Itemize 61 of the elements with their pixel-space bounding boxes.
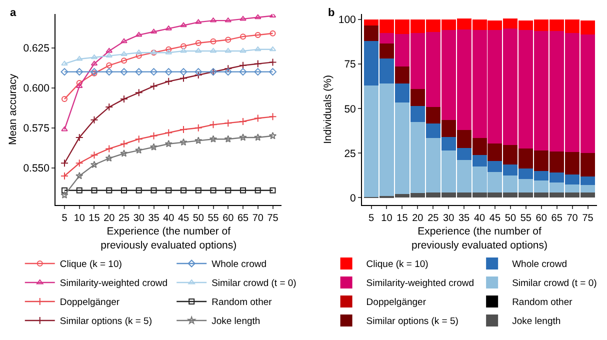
x-tick-label: 40	[163, 212, 175, 224]
x-tick-label: 20	[104, 212, 116, 224]
x-tick-label: 25	[118, 212, 130, 224]
chart-title: b	[328, 7, 335, 19]
legend-label: Similar options (k = 5)	[366, 316, 458, 328]
y-tick-label: 0	[350, 192, 356, 204]
legend-label: Clique (k = 10)	[60, 259, 122, 270]
x-tick-label: 60	[536, 212, 548, 224]
legend-label: Clique (k = 10)	[366, 259, 428, 270]
x-tick-label: 50	[504, 212, 516, 224]
x-tick-label: 45	[489, 212, 501, 224]
y-tick-label: 0.575	[23, 122, 50, 135]
x-tick-label: 40	[474, 212, 486, 224]
y-tick-label: 25	[344, 148, 356, 160]
y-axis-title: Individuals (%)	[322, 75, 334, 144]
legend-label: Similar crowd (t = 0)	[212, 278, 296, 290]
legend-label: Random other	[212, 297, 272, 308]
legend-label: Joke length	[212, 316, 260, 328]
x-tick-label: 50	[192, 212, 204, 224]
x-tick-label: 35	[458, 212, 470, 224]
y-tick-label: 0.550	[23, 162, 50, 175]
x-tick-label: 55	[208, 212, 220, 224]
x-axis-title: Experience (the number of previously evaluated options)	[412, 226, 548, 252]
legend-label: Similarity-weighted crowd	[60, 278, 168, 290]
x-tick-label: 65	[551, 212, 563, 224]
x-tick-label: 10	[74, 212, 86, 224]
x-axis-title: Experience (the number of previously evaluated options)	[100, 226, 237, 252]
x-tick-label: 45	[178, 212, 190, 224]
x-tick-label: 20	[412, 212, 424, 224]
chart-title: a	[10, 7, 17, 19]
x-tick-label: 70	[252, 212, 264, 224]
legend-label: Random other	[512, 297, 572, 308]
x-tick-label: 75	[582, 212, 594, 224]
y-tick-label: 0.600	[23, 82, 50, 95]
y-tick-label: 50	[344, 103, 356, 116]
legend-label: Doppelgänger	[366, 297, 426, 308]
legend-label: Similarity-weighted crowd	[366, 278, 474, 290]
legend-label: Whole crowd	[212, 259, 267, 270]
y-tick-label: 0.625	[23, 42, 50, 54]
x-tick-label: 5	[368, 212, 374, 224]
y-axis-title: Mean accuracy	[7, 73, 20, 146]
x-tick-label: 15	[396, 212, 408, 224]
legend-label: Whole crowd	[512, 259, 567, 270]
y-tick-label: 100	[338, 14, 356, 26]
x-tick-label: 25	[428, 212, 440, 224]
legend-label: Similar crowd (t = 0)	[512, 278, 597, 290]
x-tick-label: 10	[381, 212, 393, 224]
x-tick-label: 35	[148, 212, 160, 224]
x-tick-label: 60	[222, 212, 234, 224]
x-tick-label: 5	[62, 212, 68, 224]
x-tick-label: 30	[133, 212, 145, 224]
x-tick-label: 55	[520, 212, 532, 224]
x-tick-label: 75	[267, 212, 279, 224]
x-tick-label: 65	[237, 212, 250, 224]
y-tick-label: 75	[344, 58, 356, 71]
x-tick-label: 70	[566, 212, 578, 224]
x-tick-label: 15	[88, 212, 100, 224]
legend-label: Similar options (k = 5)	[60, 316, 152, 328]
x-tick-label: 30	[443, 212, 455, 224]
legend-label: Joke length	[512, 316, 561, 328]
legend-label: Doppelgänger	[60, 297, 120, 308]
